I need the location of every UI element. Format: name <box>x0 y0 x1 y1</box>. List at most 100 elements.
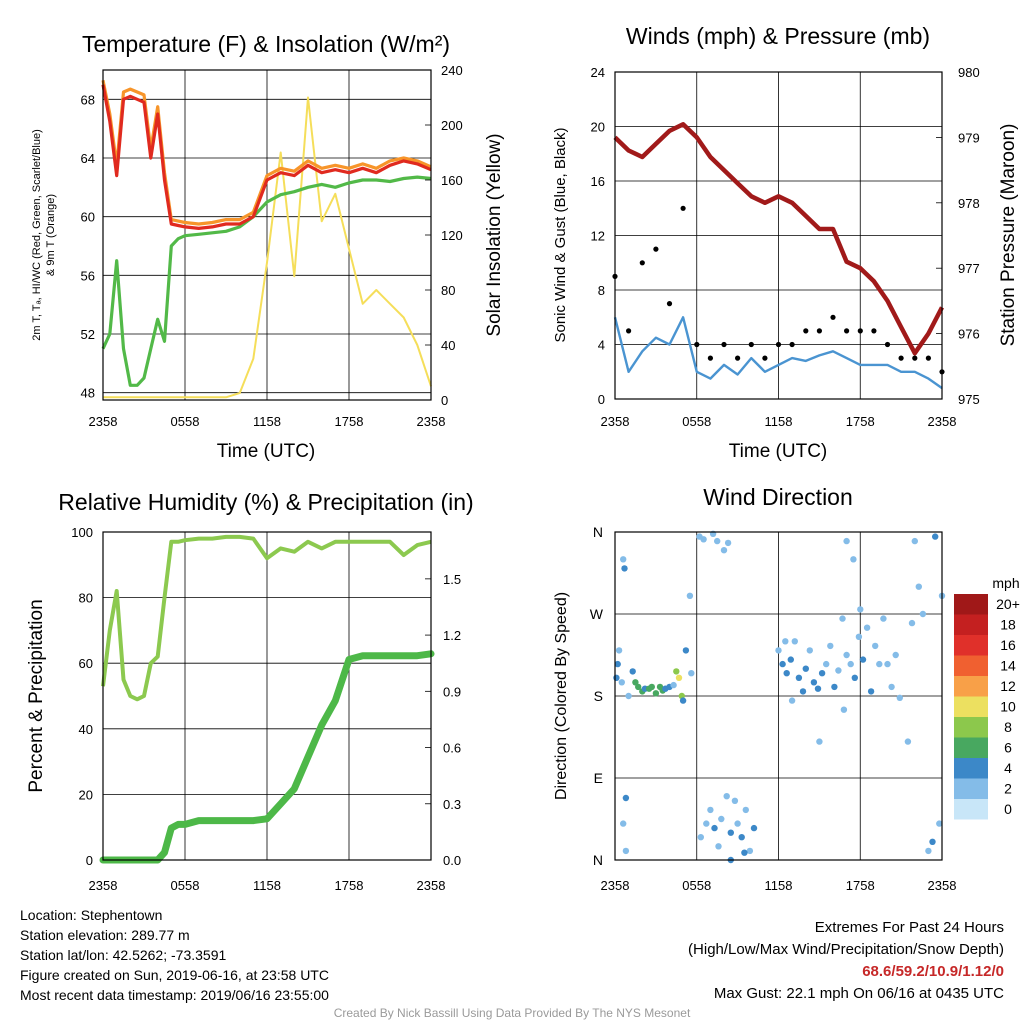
direction-point <box>896 694 903 701</box>
direction-point <box>679 697 687 704</box>
direction-point <box>802 665 809 672</box>
extremes-legend: (High/Low/Max Wind/Precipitation/Snow De… <box>688 941 1004 958</box>
humidity-ytick-label: 60 <box>79 656 93 671</box>
direction-point <box>714 537 721 545</box>
winds-grid <box>614 71 943 400</box>
humidity-x-ticks: 2358 0558 1158 1758 2358 <box>89 878 446 893</box>
direction-point <box>791 638 798 645</box>
gust-point <box>898 355 904 361</box>
gust-point <box>871 328 877 334</box>
humidity-grid <box>102 531 432 861</box>
winds-xtick-label: 1158 <box>765 414 793 429</box>
temperature-ytick-label: 48 <box>81 386 95 401</box>
colorbar-cell <box>954 676 988 697</box>
gust-point <box>653 246 659 252</box>
direction-point <box>863 624 871 631</box>
direction-point <box>741 849 748 856</box>
direction-point <box>615 647 623 654</box>
direction-point <box>711 824 718 832</box>
direction-point <box>915 583 922 590</box>
direction-point <box>625 692 632 700</box>
humidity-y2tick-label: 0.0 <box>443 853 461 868</box>
direction-xtick-label: 2358 <box>928 878 957 893</box>
direction-xtick-label: 1758 <box>846 878 875 893</box>
humidity-ytick-label: 80 <box>79 591 93 606</box>
temperature-y2tick-label: 240 <box>441 63 463 78</box>
temperature-series-line <box>103 96 432 399</box>
gust-point <box>762 355 768 361</box>
direction-point <box>779 660 786 668</box>
gust-point <box>626 328 632 334</box>
temperature-y2tick-label: 40 <box>441 338 455 353</box>
humidity-xtick-label: 1758 <box>335 878 364 893</box>
colorbar-cell <box>954 758 988 779</box>
direction-point <box>670 681 677 689</box>
winds-xtick-label: 0558 <box>682 414 711 429</box>
direction-point <box>620 820 627 827</box>
temperature-ylabel-line1: 2m T, Tₐ, HI/WC (Red, Green, Scarlet/Blu… <box>31 129 43 341</box>
winds-y2tick-label: 979 <box>958 130 980 145</box>
gust-point <box>857 328 863 334</box>
direction-point <box>738 834 745 841</box>
direction-point <box>867 688 875 695</box>
winds-y2tick-label: 978 <box>958 196 980 211</box>
humidity-xtick-label: 2358 <box>89 878 118 893</box>
gust-point <box>884 341 891 348</box>
winds-ytick-label: 16 <box>591 174 605 189</box>
humidity-title: Relative Humidity (%) & Precipitation (i… <box>58 489 473 515</box>
colorbar-label: 18 <box>1000 617 1016 633</box>
direction-points <box>613 530 946 864</box>
winds-panel: Winds (mph) & Pressure (mb) 04812162024 … <box>552 23 1019 462</box>
direction-point <box>876 660 883 668</box>
temperature-panel: Temperature (F) & Insolation (W/m²) 48 52… <box>31 31 505 462</box>
direction-point <box>843 537 850 545</box>
temperature-xtick-label: 2358 <box>417 414 446 429</box>
direction-point <box>806 647 813 654</box>
wind-speed-line <box>613 316 943 390</box>
direction-point <box>620 556 627 563</box>
temperature-series-line <box>101 84 432 230</box>
direction-point <box>884 660 891 668</box>
winds-ytick-label: 0 <box>598 392 605 407</box>
winds-series <box>612 122 945 390</box>
direction-point <box>731 797 739 804</box>
colorbar-label: 0 <box>1004 801 1012 817</box>
colorbar-cell <box>954 717 988 738</box>
direction-point <box>682 647 690 654</box>
direction-left-ticks: N E S W N <box>590 524 604 868</box>
extremes-info: Extremes For Past 24 Hours (High/Low/Max… <box>688 917 1004 1005</box>
temperature-left-ticks: 48 52 56 60 64 68 <box>81 92 95 400</box>
speed-colorbar: mph 20+ 18 16 14 12 10 8 6 4 2 0 <box>954 575 1020 820</box>
direction-point <box>880 615 887 622</box>
humidity-left-ticks: 0 20 40 60 80 100 <box>71 525 93 868</box>
winds-y2label: Station Pressure (Maroon) <box>998 124 1019 347</box>
winds-xlabel: Time (UTC) <box>729 441 828 462</box>
direction-point <box>908 619 916 627</box>
direction-point <box>613 674 620 681</box>
temperature-ytick-label: 56 <box>81 268 95 283</box>
station-elevation: Station elevation: 289.77 m <box>20 927 190 943</box>
humidity-ylabel: Percent & Precipitation <box>26 599 47 792</box>
temperature-ytick-label: 64 <box>81 151 95 166</box>
colorbar-label: 2 <box>1004 781 1012 797</box>
humidity-y2tick-label: 1.2 <box>443 628 461 643</box>
humidity-ytick-label: 0 <box>86 853 93 868</box>
direction-point <box>904 738 912 745</box>
direction-point <box>629 668 636 675</box>
temperature-ylabel-line2: & 9m T (Orange) <box>45 194 57 276</box>
gust-point <box>639 260 645 266</box>
humidity-xtick-label: 1158 <box>253 878 281 893</box>
temperature-y2label: Solar Insolation (Yellow) <box>484 133 505 336</box>
gust-point <box>735 355 741 361</box>
humidity-right-ticks: 0.0 0.3 0.6 0.9 1.2 1.5 <box>425 572 461 868</box>
humidity-plot-frame <box>102 531 432 861</box>
humidity-ytick-label: 100 <box>71 525 93 540</box>
temperature-y2tick-label: 200 <box>441 118 463 133</box>
temperature-series-line <box>101 175 432 387</box>
direction-point <box>810 679 818 686</box>
temperature-y2tick-label: 160 <box>441 173 463 188</box>
direction-point <box>892 651 899 659</box>
direction-point <box>850 556 857 563</box>
direction-point <box>827 642 834 650</box>
